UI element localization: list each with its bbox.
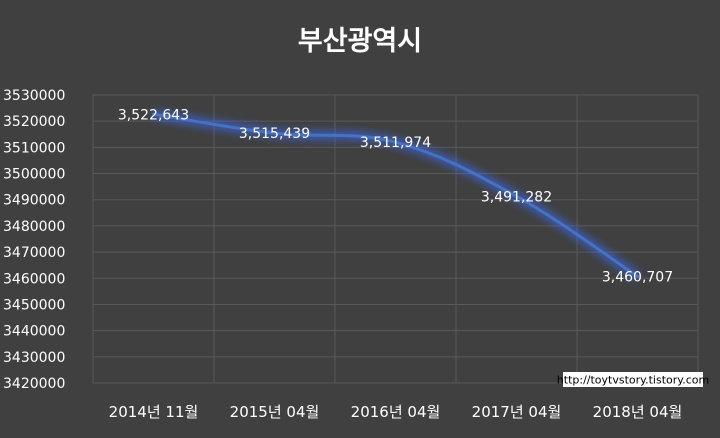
data-label: 3,522,643 <box>118 107 189 123</box>
data-label: 3,511,974 <box>360 135 431 151</box>
y-tick-label: 3510000 <box>3 140 65 156</box>
data-point <box>394 140 397 144</box>
data-label: 3,515,439 <box>239 126 310 142</box>
data-label: 3,491,282 <box>481 189 552 205</box>
data-point <box>152 112 155 116</box>
y-tick-label: 3480000 <box>3 219 65 235</box>
data-point <box>636 274 639 278</box>
data-label: 3,460,707 <box>602 269 673 285</box>
y-tick-label: 3430000 <box>3 350 65 366</box>
x-axis-ticks: 2014년 11월 2015년 04월 2016년 04월 2017년 04월 2018… <box>109 403 683 421</box>
data-point <box>515 194 518 198</box>
x-tick-label: 2017년 04월 <box>472 403 562 421</box>
series-line-group <box>152 109 641 281</box>
y-tick-label: 3500000 <box>3 167 65 183</box>
y-tick-label: 3470000 <box>3 245 65 261</box>
y-axis-ticks: 3530000 3520000 3510000 3500000 3490000 34800… <box>3 88 65 392</box>
y-tick-label: 3520000 <box>3 114 65 130</box>
data-labels: 3,522,643 3,515,439 3,511,974 3,491,282 3,46… <box>118 107 673 285</box>
chart-title: 부산광역시 <box>298 26 422 57</box>
watermark: http://toytvstory.tistory.com <box>557 372 709 387</box>
x-tick-label: 2014년 11월 <box>109 403 199 421</box>
x-tick-label: 2018년 04월 <box>593 403 683 421</box>
y-tick-label: 3530000 <box>3 88 65 104</box>
data-point <box>273 131 276 135</box>
y-tick-label: 3420000 <box>3 376 65 392</box>
x-tick-label: 2016년 04월 <box>351 403 441 421</box>
y-tick-label: 3440000 <box>3 324 65 340</box>
y-tick-label: 3460000 <box>3 271 65 287</box>
grid-lines <box>92 94 699 384</box>
y-tick-label: 3450000 <box>3 297 65 313</box>
y-tick-label: 3490000 <box>3 193 65 209</box>
watermark-text: http://toytvstory.tistory.com <box>557 374 709 387</box>
x-tick-label: 2015년 04월 <box>230 403 320 421</box>
